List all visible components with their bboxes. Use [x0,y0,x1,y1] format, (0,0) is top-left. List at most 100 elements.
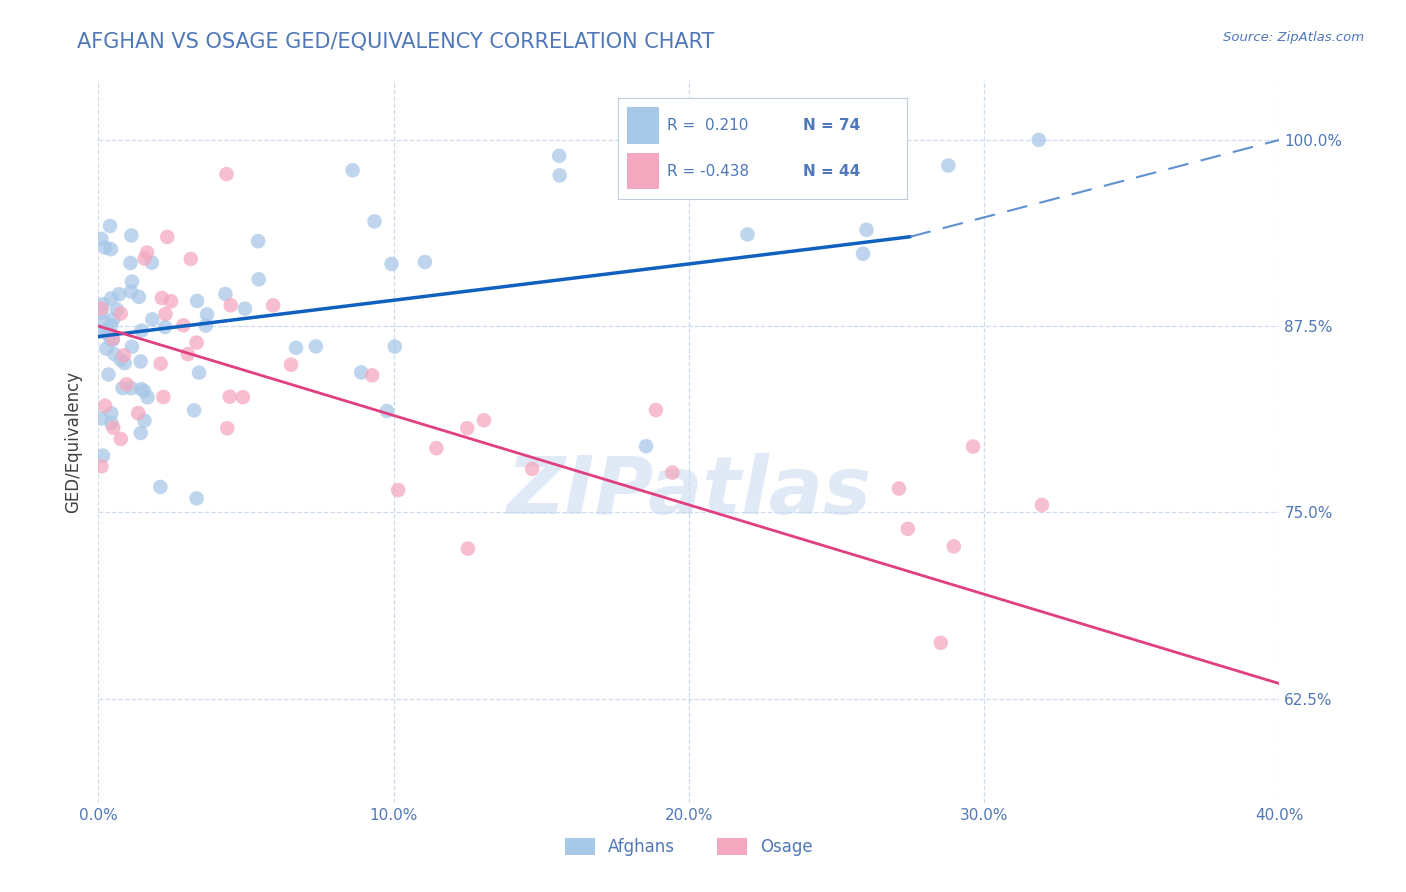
Point [214,287,236,301]
Text: ZIPatlas: ZIPatlas [506,453,872,531]
Point [247,234,270,248]
Point [96,342,118,356]
Point [342,163,364,178]
Point [149,480,172,494]
Point [897,522,920,536]
Point [380,257,402,271]
Point [149,357,172,371]
Point [100,242,122,256]
Point [110,352,132,367]
Point [120,256,142,270]
Point [155,307,177,321]
Point [100,416,122,430]
Point [247,272,270,286]
Point [936,159,959,173]
Point [121,275,143,289]
Point [661,466,683,480]
Point [361,368,384,383]
Point [737,227,759,242]
Text: AFGHAN VS OSAGE GED/EQUIVALENCY CORRELATION CHART: AFGHAN VS OSAGE GED/EQUIVALENCY CORRELAT… [77,31,714,51]
Point [134,252,156,266]
Point [96,322,118,336]
Point [177,347,200,361]
Point [103,347,125,361]
Point [457,541,479,556]
Point [350,365,373,379]
Point [100,291,122,305]
Point [127,406,149,420]
Point [852,246,875,260]
Point [640,166,662,180]
Point [105,302,128,317]
Point [98,219,121,233]
Point [120,285,142,299]
Point [136,390,159,404]
Point [548,169,571,183]
Point [215,167,238,181]
Point [305,339,328,353]
Point [180,252,202,266]
Point [120,381,142,395]
Point [152,390,174,404]
Point [141,312,163,326]
Point [129,425,152,440]
Point [262,298,284,312]
Point [91,297,114,311]
Point [520,462,543,476]
Point [136,245,159,260]
Point [472,413,495,427]
Point [962,440,984,454]
Point [183,403,205,417]
Point [425,441,447,455]
Point [93,315,115,329]
Point [101,332,124,346]
Point [120,228,142,243]
Point [194,318,217,333]
Point [942,539,965,553]
Point [129,354,152,368]
Point [91,449,114,463]
Point [929,636,952,650]
Point [363,214,385,228]
Point [100,406,122,420]
Y-axis label: GED/Equivalency: GED/Equivalency [65,370,83,513]
Point [115,377,138,392]
Point [111,381,134,395]
Point [90,232,112,246]
Point [186,491,208,506]
Legend: Afghans, Osage: Afghans, Osage [558,831,820,863]
Point [186,293,208,308]
Point [90,301,112,316]
Point [90,305,112,319]
Point [160,294,183,309]
Point [188,366,211,380]
Point [375,404,398,418]
Point [387,483,409,497]
Point [647,133,669,147]
Point [131,382,153,396]
Point [134,414,156,428]
Point [285,341,308,355]
Point [384,340,406,354]
Point [456,421,478,435]
Point [548,149,571,163]
Point [100,333,122,347]
Point [97,368,120,382]
Point [887,482,910,496]
Point [112,348,135,362]
Point [90,459,112,474]
Point [636,439,658,453]
Point [121,340,143,354]
Point [1031,498,1053,512]
Point [94,241,117,255]
Point [101,333,124,347]
Point [280,358,302,372]
Point [94,399,117,413]
Point [101,312,124,326]
Point [186,335,208,350]
Point [114,356,136,370]
Point [90,325,112,339]
Point [100,318,122,333]
Point [90,411,112,425]
Point [413,255,436,269]
